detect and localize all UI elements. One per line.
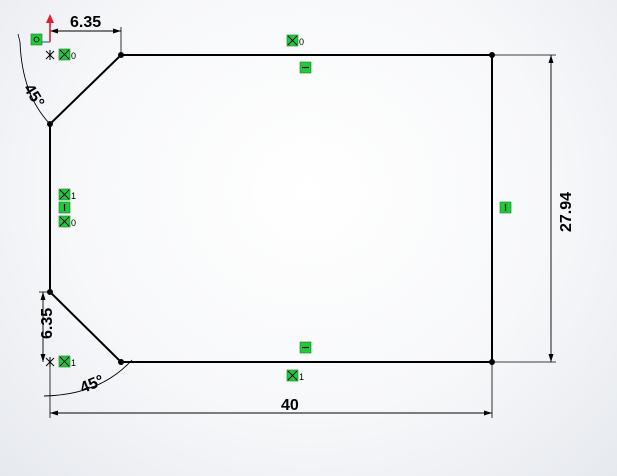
relation-left-upper-icon[interactable] — [58, 188, 71, 201]
relation-origin-icon[interactable] — [30, 33, 43, 46]
relation-top-edge-icon[interactable] — [286, 34, 299, 47]
vertex-bottom-right[interactable] — [489, 359, 495, 365]
relation-bottom-left-tag: 1 — [71, 358, 76, 368]
width-dimension[interactable]: 40 — [281, 397, 299, 414]
relation-top-edge-tag: 0 — [299, 37, 304, 47]
relation-top-left-tag: 0 — [71, 51, 76, 61]
relation-bottom-edge-icon[interactable] — [286, 369, 299, 382]
width-arrow-left — [50, 410, 58, 416]
vertex-bottom-left[interactable] — [118, 359, 124, 365]
vertex-left-lower[interactable] — [47, 289, 53, 295]
relation-bottom-left-icon[interactable] — [58, 355, 71, 368]
sketch-profile[interactable] — [49, 54, 493, 363]
bottom-angle-dimension[interactable]: 45° — [78, 372, 107, 397]
left-offset-arrow-top — [40, 292, 46, 300]
relation-top-left-icon[interactable] — [58, 48, 71, 61]
top-angle-extension — [17, 33, 21, 43]
relation-bottom-edge-tag: 1 — [299, 372, 304, 382]
top-angle-dimension[interactable]: 45° — [20, 81, 47, 111]
height-arrow-bottom — [548, 354, 554, 362]
virtual-sharp-top-icon — [45, 50, 55, 60]
top-offset-arrow-right — [113, 28, 121, 34]
vertical-relation-left-icon[interactable] — [58, 201, 71, 214]
relation-left-lower-icon[interactable] — [58, 215, 71, 228]
height-arrow-top — [548, 55, 554, 63]
height-dimension[interactable]: 27.94 — [558, 192, 575, 232]
vertex-left-upper[interactable] — [47, 121, 53, 127]
relation-left-upper-tag: 1 — [71, 191, 76, 201]
top-angle-dimension-arc[interactable] — [19, 41, 51, 125]
virtual-sharp-bottom-icon — [45, 357, 55, 367]
bottom-angle-dimension-arc[interactable] — [43, 359, 133, 397]
top-offset-arrow-left — [50, 28, 58, 34]
vertical-relation-right-icon[interactable] — [499, 201, 512, 214]
horizontal-relation-top-icon[interactable] — [299, 61, 312, 74]
width-arrow-right — [484, 410, 492, 416]
top-offset-dimension[interactable]: 6.35 — [70, 14, 101, 31]
vertex-top-left[interactable] — [118, 52, 124, 58]
horizontal-relation-bottom-icon[interactable] — [299, 341, 312, 354]
vertex-top-right[interactable] — [489, 52, 495, 58]
left-offset-dimension[interactable]: 6.35 — [39, 308, 56, 339]
left-offset-arrow-bottom — [40, 354, 46, 362]
relation-left-lower-tag: 0 — [71, 218, 76, 228]
